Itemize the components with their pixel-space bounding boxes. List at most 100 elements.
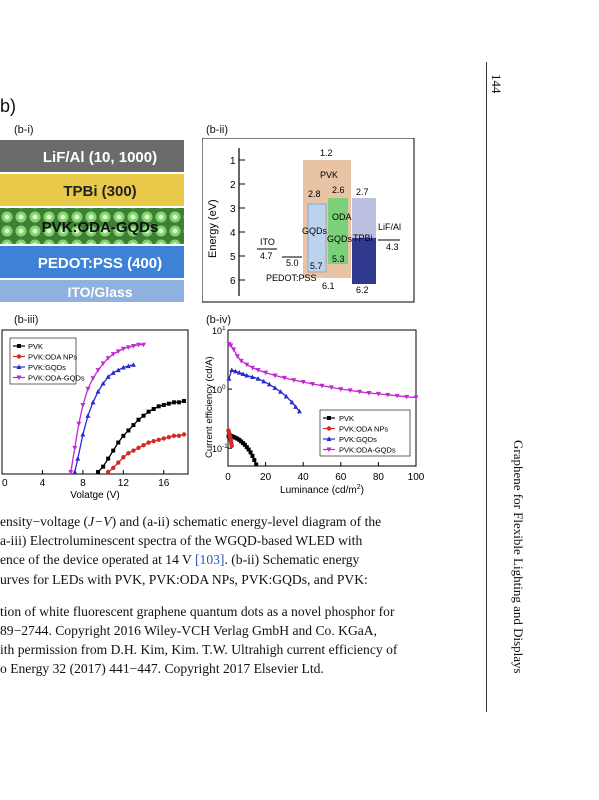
marker-circle <box>121 455 126 460</box>
svg-text:4.7: 4.7 <box>260 251 273 261</box>
x-axis-label: Luminance (cd/m2) <box>280 484 364 496</box>
marker-triangle <box>249 374 255 380</box>
marker-triangle-down <box>291 378 297 383</box>
marker-triangle <box>255 376 261 381</box>
marker-square <box>116 440 121 445</box>
figure-part-label: b) <box>0 96 17 116</box>
svg-text:6.2: 6.2 <box>356 285 369 295</box>
series-line <box>70 344 144 473</box>
layer-pedot-label: PEDOT:PSS (400) <box>38 255 162 272</box>
panel-bii-label: (b-ii) <box>206 124 228 136</box>
plot-frame <box>1 329 189 475</box>
marker-square <box>182 398 186 403</box>
series-line <box>228 369 300 412</box>
marker-triangle <box>80 431 86 437</box>
y-tick-label: 100 <box>212 384 226 395</box>
marker-triangle <box>289 399 295 405</box>
marker-circle <box>16 354 22 359</box>
marker-triangle-down <box>68 470 74 475</box>
marker-triangle-down <box>141 342 147 348</box>
oda-gqd-block <box>328 198 348 264</box>
reference-link[interactable]: [103] <box>195 552 225 568</box>
marker-square <box>250 453 255 458</box>
marker-square <box>151 407 156 412</box>
series-line <box>107 433 185 473</box>
energy-axis-label: Energy (eV) <box>207 199 219 258</box>
caption-line-2: a-iii) Electroluminescent spectra of the… <box>0 533 363 549</box>
marker-triangle <box>233 368 239 374</box>
marker-triangle-down <box>310 381 316 387</box>
x-tick-label: 60 <box>335 472 347 483</box>
svg-text:PVK: PVK <box>320 170 338 180</box>
svg-text:6.1: 6.1 <box>322 281 335 291</box>
marker-circle <box>151 438 156 444</box>
y-tick-label: 10-1 <box>212 443 228 454</box>
y-tick-label: 101 <box>212 326 226 336</box>
marker-triangle-down <box>413 395 419 401</box>
layer-tpbi <box>0 174 184 206</box>
legend-label: PVK:ODA NPs <box>28 353 77 362</box>
marker-triangle-down <box>130 344 136 349</box>
marker-triangle-down <box>234 354 240 359</box>
marker-triangle <box>95 389 101 394</box>
legend-label: PVK:ODA-GQDs <box>339 446 396 455</box>
x-tick-label: 40 <box>298 472 310 483</box>
device-structure: LiF/Al (10, 1000) TPBi (300) PVK:ODA-GQD… <box>0 140 184 302</box>
legend-label: PVK <box>28 342 43 351</box>
marker-triangle-down <box>357 389 363 395</box>
svg-text:ODA: ODA <box>332 212 352 222</box>
marker-triangle-down <box>120 346 126 352</box>
x-tick-label: 0 <box>2 478 8 489</box>
marker-circle <box>136 445 141 451</box>
marker-triangle-down <box>272 373 278 379</box>
marker-triangle-down <box>100 361 106 367</box>
marker-triangle <box>100 380 106 386</box>
marker-triangle-down <box>76 421 82 427</box>
marker-square <box>126 428 131 433</box>
svg-text:1: 1 <box>230 156 236 167</box>
marker-triangle <box>266 381 272 387</box>
marker-square <box>254 462 259 467</box>
svg-text:2.8: 2.8 <box>308 189 321 199</box>
running-title: Graphene for Flexible Lighting and Displ… <box>511 440 526 674</box>
efficiency-chart: 0 20 40 60 80 100 101 100 10-1 Luminance (cd/m2) C… <box>204 326 424 496</box>
svg-text:5.0: 5.0 <box>286 258 299 268</box>
x-tick-label: 12 <box>118 478 130 489</box>
svg-text:6: 6 <box>230 276 236 287</box>
marker-triangle <box>226 376 232 381</box>
marker-triangle-down <box>136 342 141 348</box>
svg-text:2.7: 2.7 <box>356 187 369 197</box>
svg-text:2: 2 <box>230 180 236 191</box>
marker-triangle <box>278 389 284 394</box>
marker-square <box>171 400 176 405</box>
marker-circle <box>161 436 166 441</box>
legend-label: PVK:GQDs <box>339 435 377 444</box>
marker-circle <box>229 443 234 448</box>
marker-triangle-down <box>300 379 306 385</box>
marker-square <box>96 470 101 474</box>
marker-triangle-down <box>385 392 391 398</box>
marker-square <box>146 409 151 414</box>
marker-square <box>106 456 111 461</box>
marker-triangle <box>75 456 81 461</box>
panel-biv-label: (b-iv) <box>206 314 232 326</box>
marker-triangle-down <box>95 368 101 373</box>
svg-text:GQDs: GQDs <box>327 234 353 244</box>
svg-text:5.3: 5.3 <box>332 254 345 264</box>
legend-label: PVK:ODA NPs <box>339 425 388 434</box>
marker-triangle-down <box>80 403 86 408</box>
svg-text:PEDOT:PSS: PEDOT:PSS <box>266 273 317 283</box>
marker-triangle-down <box>244 362 250 368</box>
marker-triangle-down <box>228 343 234 348</box>
page-number: 144 <box>489 74 504 94</box>
series-3 <box>226 341 419 401</box>
energy-ticks: 1 2 3 4 5 6 <box>230 156 245 287</box>
marker-triangle-down <box>72 445 78 451</box>
marker-triangle-down <box>85 386 91 392</box>
marker-square <box>166 401 171 406</box>
marker-triangle-down <box>231 347 237 352</box>
marker-circle <box>131 448 136 453</box>
layer-gqd <box>0 208 184 244</box>
marker-circle <box>141 443 146 448</box>
